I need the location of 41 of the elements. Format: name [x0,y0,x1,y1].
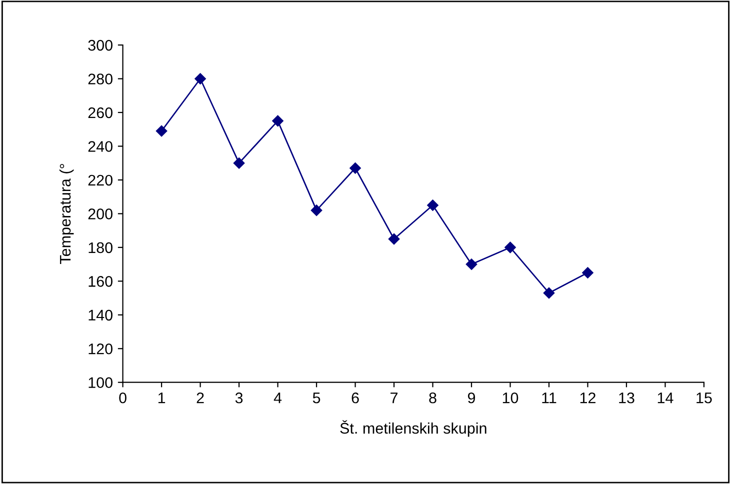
y-tick-label: 100 [88,377,112,388]
point [310,204,322,216]
x-tick-label: 6 [352,392,359,404]
x-tick-label: 12 [580,392,596,404]
point [233,157,245,169]
x-tick-label: 2 [196,392,204,404]
y-tick-label: 160 [88,276,112,287]
x-tick-label: 9 [468,392,476,404]
y-tick-label: 280 [88,74,112,84]
x-tick-label: 3 [235,392,243,404]
x-tick-label: 4 [274,392,282,404]
x-tick-label: 5 [312,392,320,404]
point [582,267,594,278]
x-tick-label: 11 [542,392,556,404]
y-tick-label: 200 [88,208,112,220]
x-tick-label: 15 [696,392,712,404]
x-axis-title: Št. metilenskih skupin [340,420,486,437]
point [388,233,400,245]
x-tick-label: 10 [502,392,518,404]
y-axis-title: Temperatura (° [59,164,74,264]
y-tick-label: 180 [88,242,112,254]
point [156,125,168,137]
y-tick-label: 220 [88,174,112,186]
x-tick-label: 8 [429,392,436,404]
x-tick-label: 1 [158,392,166,404]
point [272,115,284,127]
y-tick-label: 300 [88,40,112,51]
x-tick-label: 14 [658,392,674,404]
x-tick-label: 13 [619,392,634,404]
point [466,258,478,270]
point [504,242,516,254]
point [543,287,555,299]
x-tick-label: 0 [119,392,126,404]
point [350,162,361,174]
y-tick-label: 140 [88,310,112,321]
point [194,73,206,84]
x-tick-label: 7 [390,392,398,404]
y-tick-label: 240 [88,141,112,152]
y-tick-label: 260 [88,107,112,118]
point [427,200,438,211]
y-tick-label: 120 [88,343,112,354]
